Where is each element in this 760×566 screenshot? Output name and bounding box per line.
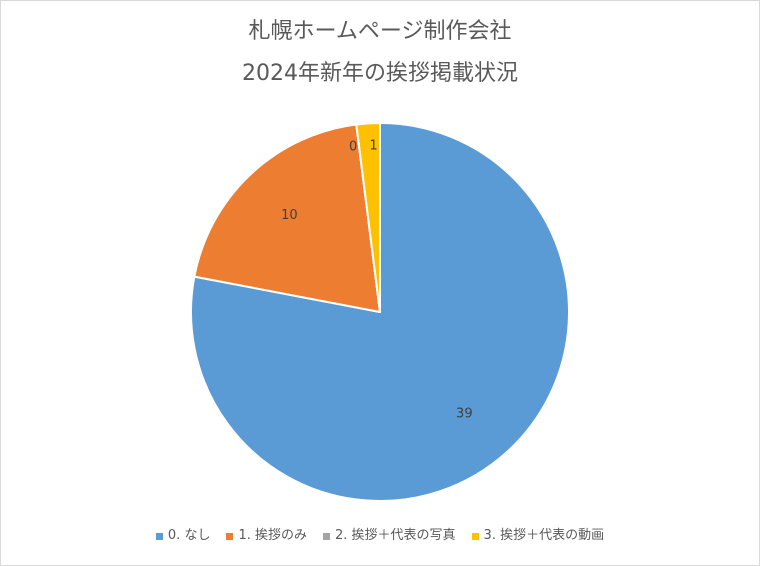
legend-item-aisatsu-shashin: 2. 挨拶＋代表の写真 xyxy=(323,526,456,546)
pie-slice-aisatsu-douga xyxy=(355,122,381,313)
chart-legend: 0. なし 1. 挨拶のみ 2. 挨拶＋代表の写真 3. 挨拶＋代表の動画 xyxy=(0,526,760,546)
legend-item-aisatsu-nomi: 1. 挨拶のみ xyxy=(226,526,307,546)
legend-label-nashi: 0. なし xyxy=(167,528,211,543)
legend-label-aisatsu-shashin: 2. 挨拶＋代表の写真 xyxy=(335,528,456,543)
chart-title: 札幌ホームページ制作会社 xyxy=(248,19,512,44)
data-label-aisatsu-nomi: 10 xyxy=(281,208,298,223)
data-label-aisatsu-douga: 1 xyxy=(369,139,377,154)
legend-swatch-nashi xyxy=(155,532,163,540)
data-label-nashi: 39 xyxy=(456,406,473,421)
legend-swatch-aisatsu-nomi xyxy=(226,532,234,540)
chart-subtitle: 2024年新年の挨拶掲載状況 xyxy=(242,61,518,86)
legend-swatch-aisatsu-douga xyxy=(471,532,479,540)
legend-swatch-aisatsu-shashin xyxy=(323,532,330,540)
legend-item-nashi: 0. なし xyxy=(155,526,211,546)
pie-slice-aisatsu-nomi xyxy=(193,123,381,313)
legend-label-aisatsu-douga: 3. 挨拶＋代表の動画 xyxy=(483,528,605,543)
data-label-aisatsu-shashin: 0 xyxy=(349,139,357,154)
pie-slices xyxy=(190,122,570,502)
pie-data-labels: 39 10 0 1 xyxy=(281,139,472,422)
legend-label-aisatsu-nomi: 1. 挨拶のみ xyxy=(238,528,307,543)
legend-item-aisatsu-douga: 3. 挨拶＋代表の動画 xyxy=(471,526,605,546)
